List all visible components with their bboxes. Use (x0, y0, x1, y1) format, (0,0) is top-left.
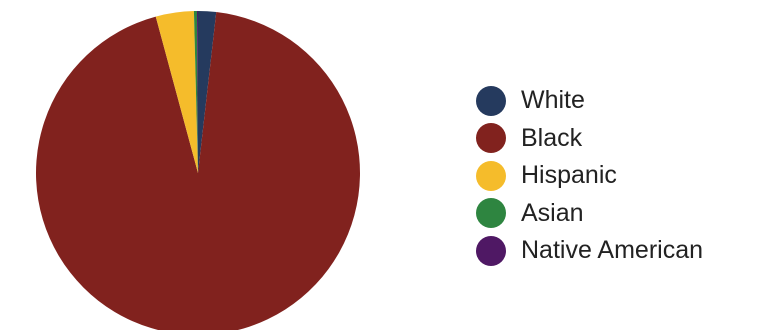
legend-label-asian: Asian (521, 198, 584, 227)
legend-item-asian: Asian (476, 195, 703, 233)
legend: White Black Hispanic Asian Native Americ… (476, 82, 703, 270)
legend-label-native-american: Native American (521, 236, 704, 265)
legend-label-black: Black (521, 123, 583, 152)
legend-swatch-native-american (476, 235, 506, 266)
pie-slice-white (198, 11, 217, 173)
pie-slice-hispanic (155, 11, 198, 173)
pie-slice-asian (193, 11, 198, 173)
pie-chart (36, 11, 360, 330)
pie-slice-black (36, 12, 360, 330)
legend-label-hispanic: Hispanic (521, 161, 617, 190)
legend-swatch-white (476, 85, 506, 116)
legend-item-native-american: Native American (476, 232, 703, 270)
pie-slice-native-american (196, 11, 198, 173)
legend-swatch-hispanic (476, 160, 506, 191)
legend-swatch-asian (476, 198, 506, 229)
legend-item-hispanic: Hispanic (476, 157, 703, 195)
legend-label-white: White (521, 86, 585, 115)
legend-swatch-black (476, 123, 506, 154)
legend-item-black: Black (476, 120, 703, 158)
legend-item-white: White (476, 82, 703, 120)
